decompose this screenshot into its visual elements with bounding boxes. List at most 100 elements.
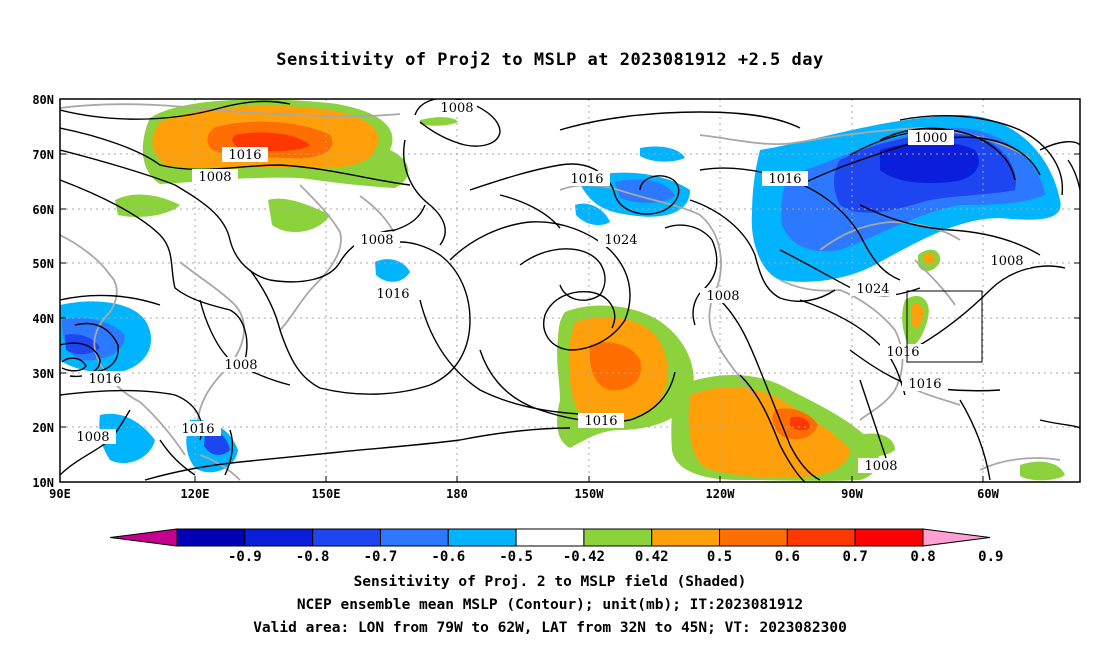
colorbar-tick-label: -0.6 xyxy=(431,549,465,565)
lon-label: 90E xyxy=(49,487,71,501)
footer-contour-note: NCEP ensemble mean MSLP (Contour); unit(… xyxy=(296,597,804,613)
lat-label: 10N xyxy=(32,476,54,490)
negative-region-phil-core xyxy=(204,429,230,455)
svg-text:1008: 1008 xyxy=(864,459,897,474)
svg-text:1016: 1016 xyxy=(228,148,261,163)
lon-label: 150W xyxy=(575,487,605,501)
colorbar-tick-label: 0.42 xyxy=(635,549,669,565)
positive-region-siberia-max xyxy=(232,132,310,152)
svg-text:1016: 1016 xyxy=(768,172,801,187)
contour-label: 1024 xyxy=(598,232,644,248)
map-title: Sensitivity of Proj2 to MSLP at 20230819… xyxy=(276,50,824,70)
contour-label: 1000 xyxy=(908,130,954,146)
colorbar-tick-label: 0.6 xyxy=(775,549,800,565)
svg-text:1008: 1008 xyxy=(990,254,1023,269)
svg-text:1008: 1008 xyxy=(76,430,109,445)
negative-region-nwpac xyxy=(375,259,410,282)
colorbar-min-arrow xyxy=(109,528,178,547)
lon-label: 120W xyxy=(706,487,736,501)
colorbar-swatch xyxy=(786,528,856,547)
lon-label: 180 xyxy=(446,487,468,501)
contour-label: 1016 xyxy=(222,147,268,163)
contour-label: 1016 xyxy=(175,421,221,437)
colorbar-swatch xyxy=(379,528,449,547)
lon-axis: 90E 120E 150E 180 150W 120W 90W 60W xyxy=(49,476,1000,501)
positive-region-epac-core xyxy=(589,342,641,391)
colorbar-swatch xyxy=(651,528,721,547)
negative-region-gulf-ak-core xyxy=(615,179,675,203)
contour-label: 1008 xyxy=(192,169,238,185)
svg-text:1000: 1000 xyxy=(914,131,947,146)
footer-valid-area: Valid area: LON from 79W to 62W, LAT fro… xyxy=(253,620,847,636)
colorbar-tick-label: 0.8 xyxy=(910,549,935,565)
lat-label: 20N xyxy=(32,421,54,435)
lon-label: 120E xyxy=(181,487,210,501)
contour-label: 1016 xyxy=(880,344,926,360)
negative-region-ak-north xyxy=(640,146,685,162)
contour-label: 1008 xyxy=(70,429,116,445)
svg-text:1016: 1016 xyxy=(376,287,409,302)
negative-region-canada-max xyxy=(880,141,979,184)
colorbar-tick-label: -0.9 xyxy=(228,549,262,565)
positive-region-small2 xyxy=(268,198,330,233)
colorbar-swatch xyxy=(312,528,381,547)
colorbar-swatch xyxy=(176,528,246,547)
lat-label: 70N xyxy=(32,148,54,162)
colorbar-swatch xyxy=(244,528,314,547)
coastlines xyxy=(60,103,1061,481)
contour-label: 1008 xyxy=(354,232,400,248)
colorbar-swatch xyxy=(515,528,585,547)
svg-text:1024: 1024 xyxy=(856,282,889,297)
svg-text:1008: 1008 xyxy=(224,358,257,373)
colorbar-tick-label: -0.5 xyxy=(499,549,533,565)
lat-label: 80N xyxy=(32,93,54,107)
colorbar-tick-label: -0.42 xyxy=(563,549,605,565)
colorbar-swatch xyxy=(583,528,653,547)
contour-label: 1016 xyxy=(762,171,808,187)
svg-text:1008: 1008 xyxy=(360,233,393,248)
svg-text:1008: 1008 xyxy=(198,170,231,185)
svg-text:1008: 1008 xyxy=(440,101,473,116)
svg-text:1024: 1024 xyxy=(604,233,637,248)
colorbar-max-arrow xyxy=(922,528,991,547)
svg-text:1016: 1016 xyxy=(584,414,617,429)
contour-label: 1008 xyxy=(984,253,1030,269)
svg-text:1016: 1016 xyxy=(181,422,214,437)
positive-region-east-coast-core xyxy=(911,303,924,328)
positive-region-small1 xyxy=(115,194,180,217)
contour-label: 1008 xyxy=(437,100,477,116)
lon-label: 150E xyxy=(312,487,341,501)
colorbar-swatch xyxy=(854,528,924,547)
colorbar-tick-label: -0.8 xyxy=(296,549,330,565)
svg-text:1016: 1016 xyxy=(908,377,941,392)
positive-region-small3 xyxy=(420,117,458,126)
lat-label: 50N xyxy=(32,257,54,271)
contour-labels: 1008 1016 1008 1008 1016 1008 1016 1024 … xyxy=(70,100,1030,474)
contour-label: 1016 xyxy=(564,171,610,187)
colorbar: -0.9 -0.8 -0.7 -0.6 -0.5 -0.42 0.42 0.5 0.6 0.7 0.… xyxy=(109,528,1003,565)
contour-label: 1008 xyxy=(700,288,746,304)
lat-axis: 80N 70N 60N 50N 40N 30N 20N 10N xyxy=(32,93,1080,490)
colorbar-swatch xyxy=(719,528,788,547)
colorbar-tick-label: -0.7 xyxy=(364,549,398,565)
contour-label: 1008 xyxy=(218,357,264,373)
colorbar-tick-label: 0.5 xyxy=(707,549,732,565)
positive-region-ns-core xyxy=(924,252,935,265)
lon-label: 90W xyxy=(841,487,863,501)
contour-label: 1016 xyxy=(902,376,948,392)
positive-region-caribbean xyxy=(860,433,895,456)
map-frame xyxy=(59,98,1081,483)
contour-label: 1024 xyxy=(850,281,896,297)
svg-text:1008: 1008 xyxy=(706,289,739,304)
lat-label: 30N xyxy=(32,367,54,381)
colorbar-tick-label: 0.9 xyxy=(978,549,1003,565)
contour-label: 1016 xyxy=(578,413,624,429)
footer-shading-note: Sensitivity of Proj. 2 to MSLP field (Sh… xyxy=(353,574,747,590)
valid-area-box xyxy=(906,290,983,363)
positive-region-atlantic xyxy=(1020,461,1065,481)
contour-label: 1016 xyxy=(82,371,128,387)
lat-label: 40N xyxy=(32,312,54,326)
colorbar-swatch xyxy=(447,528,517,547)
lat-label: 60N xyxy=(32,203,54,217)
